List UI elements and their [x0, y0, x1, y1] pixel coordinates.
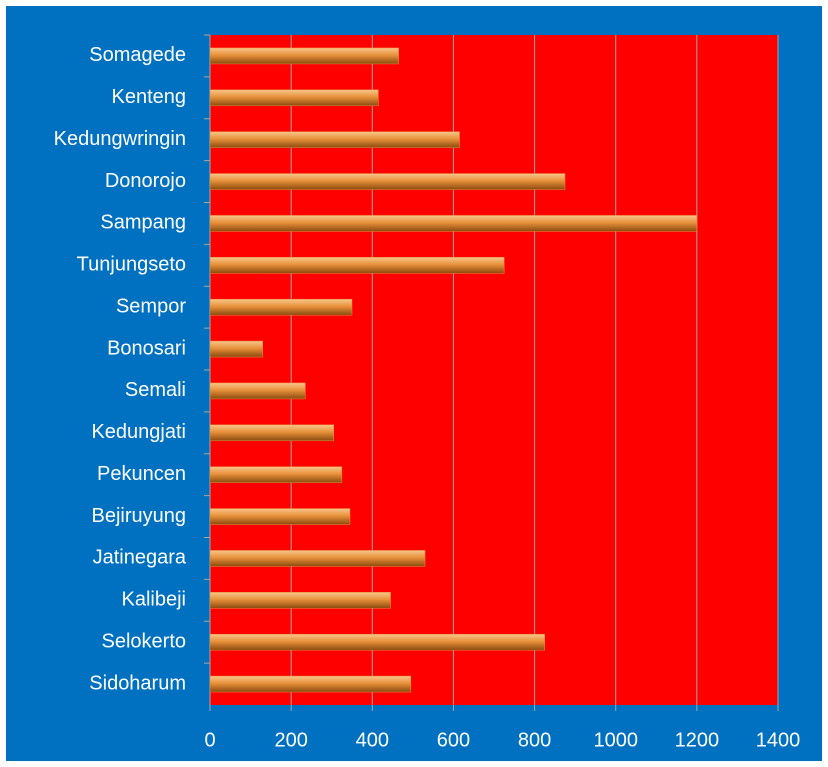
bar — [209, 382, 306, 400]
bar — [209, 131, 460, 148]
y-tick-label: Sampang — [100, 212, 186, 234]
bar — [209, 592, 391, 609]
y-tick-label: Kedungwringin — [54, 128, 186, 150]
y-tick-label: Bonosari — [107, 337, 186, 359]
y-tick-label: Kalibeji — [122, 589, 186, 611]
bar — [209, 508, 351, 525]
bar — [209, 298, 353, 316]
x-tick-label: 0 — [204, 729, 215, 751]
bar — [209, 89, 379, 107]
bar — [209, 466, 343, 483]
x-tick-label: 1000 — [593, 729, 638, 751]
bar — [209, 215, 698, 232]
x-tick-label: 400 — [356, 729, 389, 751]
bar — [209, 47, 399, 65]
y-tick-label: Kedungjati — [91, 421, 186, 443]
bar — [209, 675, 412, 693]
y-tick-label: Sempor — [116, 295, 186, 317]
x-tick-label: 1400 — [756, 729, 801, 751]
y-tick-label: Bejiruyung — [91, 505, 186, 527]
y-tick-label: Kenteng — [111, 86, 186, 108]
y-tick-label: Tunjungseto — [77, 254, 186, 276]
bar — [209, 257, 505, 274]
bar — [209, 424, 334, 442]
y-tick-label: Sidoharum — [89, 672, 186, 694]
x-tick-label: 1200 — [675, 729, 720, 751]
bar — [209, 633, 545, 651]
y-tick-label: Jatinegara — [93, 547, 187, 569]
x-tick-label: 600 — [437, 729, 470, 751]
y-tick-label: Donorojo — [105, 170, 186, 192]
y-tick-label: Pekuncen — [97, 463, 186, 485]
y-tick-label: Somagede — [89, 44, 186, 66]
x-tick-label: 800 — [518, 729, 551, 751]
y-tick-label: Selokerto — [102, 630, 187, 652]
y-tick-label: Semali — [125, 379, 186, 401]
bar — [209, 173, 566, 190]
bar — [209, 340, 263, 358]
bar — [209, 550, 426, 567]
x-tick-label: 200 — [274, 729, 307, 751]
